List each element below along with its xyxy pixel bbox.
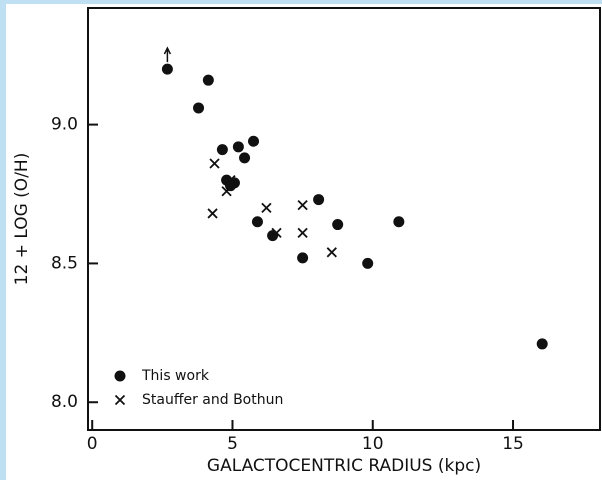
plot-frame xyxy=(87,7,601,431)
y-tick-label: 8.5 xyxy=(51,253,78,273)
data-point xyxy=(261,202,272,214)
legend-marker xyxy=(114,370,126,382)
data-point xyxy=(202,74,214,86)
paper xyxy=(6,4,602,480)
data-point xyxy=(297,199,308,211)
data-point xyxy=(313,194,325,206)
y-tick-label: 8.0 xyxy=(51,392,78,412)
data-point xyxy=(536,338,548,350)
data-point xyxy=(297,252,309,264)
data-point xyxy=(207,208,218,219)
lower-limit-arrow xyxy=(163,46,172,63)
legend-label: Stauffer and Bothun xyxy=(142,392,283,408)
x-tick-label: 0 xyxy=(87,434,98,454)
data-point xyxy=(332,219,344,231)
data-point xyxy=(225,180,237,192)
x-axis-label: GALACTOCENTRIC RADIUS (kpc) xyxy=(207,456,481,476)
data-point xyxy=(161,63,173,75)
data-point xyxy=(271,227,282,239)
data-point xyxy=(239,152,251,164)
data-point xyxy=(297,227,308,239)
data-point xyxy=(326,247,337,258)
data-point xyxy=(251,216,263,228)
y-axis-label: 12 + LOG (O/H) xyxy=(12,153,32,286)
data-point xyxy=(232,141,244,153)
data-point xyxy=(225,174,236,186)
data-point xyxy=(362,257,374,269)
x-tick-label: 10 xyxy=(362,434,384,454)
data-point xyxy=(393,216,405,228)
data-point xyxy=(221,186,232,197)
x-tick-label: 5 xyxy=(227,434,238,454)
data-point xyxy=(248,135,260,147)
data-point xyxy=(216,144,228,156)
legend-marker xyxy=(114,394,126,406)
y-tick-label: 9.0 xyxy=(51,115,78,135)
x-tick-label: 15 xyxy=(502,434,524,454)
legend-label: This work xyxy=(141,368,210,384)
data-point xyxy=(193,102,205,114)
data-point xyxy=(209,158,220,169)
